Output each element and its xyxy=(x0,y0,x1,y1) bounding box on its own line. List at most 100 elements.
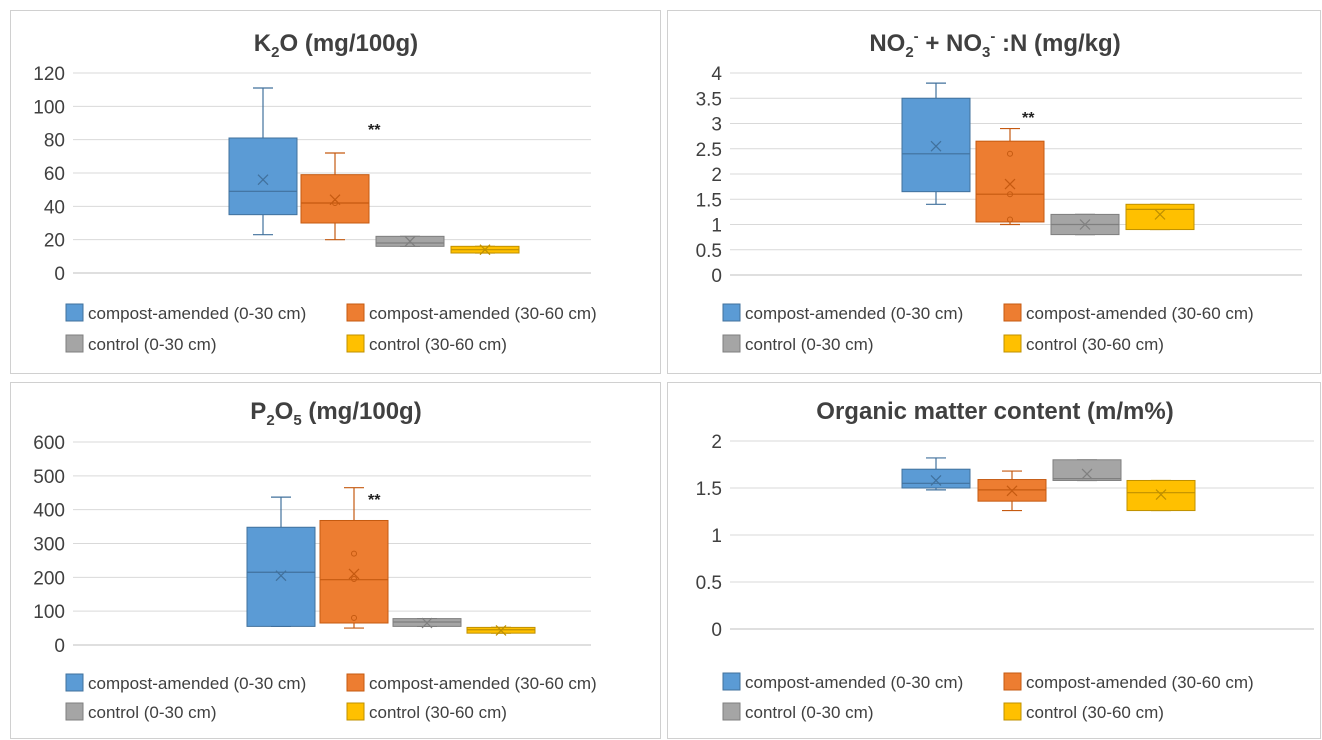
legend-swatch-blue xyxy=(65,303,84,322)
legend-swatch-yellow xyxy=(1003,334,1022,353)
legend-label: compost-amended (30-60 cm) xyxy=(1026,304,1254,323)
y-tick-label: 100 xyxy=(33,97,65,118)
chart-panel-k2o: K2O (mg/100g) 0 20 40 60 80 100 120 ** compost-am… xyxy=(10,10,661,374)
mean-marker xyxy=(479,244,491,256)
y-tick-label: 80 xyxy=(44,131,65,152)
title-subscript: 2 xyxy=(905,44,913,61)
box-blue xyxy=(901,457,971,491)
chart-panel-p2o5: P2O5 (mg/100g) 0 100 200 300 400 500 600 ** compo… xyxy=(10,382,661,739)
box-body xyxy=(228,137,298,216)
box-yellow xyxy=(450,244,520,256)
box-chart-p2o5: P2O5 (mg/100g) 0 100 200 300 400 500 600 ** compo… xyxy=(33,398,597,722)
legend-swatch-yellow xyxy=(346,334,365,353)
title-text: (mg/100g) xyxy=(302,398,422,425)
y-tick-label: 1.5 xyxy=(696,479,722,500)
mean-marker xyxy=(421,617,433,629)
chart-title: NO2- + NO3- :N (mg/kg) xyxy=(869,28,1120,61)
y-tick-label: 0 xyxy=(711,266,722,287)
y-tick-label: 1.5 xyxy=(696,190,722,211)
title-text: NO xyxy=(869,30,905,57)
chart-panel-nitrate-nitrogen: NO2- + NO3- :N (mg/kg) 0 0.5 1 1.5 2 2.5 3 3.5 4 *… xyxy=(667,10,1321,374)
box-chart-organic-matter: Organic matter content (m/m%) 0 0.5 1 1.5 2 co… xyxy=(696,398,1314,722)
legend-swatch-blue xyxy=(722,672,741,691)
legend-label: control (30-60 cm) xyxy=(1026,335,1164,354)
legend-swatch-gray xyxy=(65,334,84,353)
y-tick-label: 100 xyxy=(33,602,65,623)
significance-annotation: ** xyxy=(368,492,381,509)
mean-marker xyxy=(930,140,942,152)
title-superscript: - xyxy=(914,28,919,45)
y-tick-label: 2 xyxy=(711,432,722,453)
title-text: O xyxy=(275,398,294,425)
title-text: + NO xyxy=(919,30,982,57)
legend-label: control (0-30 cm) xyxy=(88,703,216,722)
box-body xyxy=(1126,479,1196,512)
y-tick-label: 120 xyxy=(33,64,65,85)
chart-title: Organic matter content (m/m%) xyxy=(816,398,1173,425)
box-gray xyxy=(375,235,445,247)
y-tick-label: 2 xyxy=(711,165,722,186)
mean-marker xyxy=(1006,485,1018,497)
box-yellow xyxy=(1126,479,1196,512)
box-chart-k2o: K2O (mg/100g) 0 20 40 60 80 100 120 ** compost-am… xyxy=(33,30,597,354)
legend-label: control (30-60 cm) xyxy=(369,335,507,354)
box-orange xyxy=(319,487,389,629)
title-subscript: 2 xyxy=(266,412,274,429)
legend-label: compost-amended (30-60 cm) xyxy=(369,304,597,323)
mean-marker xyxy=(930,475,942,486)
y-tick-label: 1 xyxy=(711,216,722,237)
legend-label: compost-amended (0-30 cm) xyxy=(88,304,306,323)
legend-label: compost-amended (30-60 cm) xyxy=(369,674,597,693)
outlier-point xyxy=(351,614,357,621)
y-tick-label: 200 xyxy=(33,568,65,589)
y-tick-label: 300 xyxy=(33,535,65,556)
chart-title: P2O5 (mg/100g) xyxy=(250,398,421,429)
legend-swatch-yellow xyxy=(1003,702,1022,721)
mean-marker xyxy=(1004,178,1016,190)
legend-swatch-orange xyxy=(1003,303,1022,322)
box-orange xyxy=(300,152,370,241)
legend-label: control (30-60 cm) xyxy=(1026,703,1164,722)
y-tick-label: 0.5 xyxy=(696,241,722,262)
box-body xyxy=(975,140,1045,223)
box-body xyxy=(1125,203,1195,231)
title-subscript: 2 xyxy=(271,44,279,61)
legend-swatch-orange xyxy=(346,673,365,692)
title-subscript: 5 xyxy=(293,412,301,429)
mean-marker xyxy=(1081,468,1093,480)
legend-label: compost-amended (0-30 cm) xyxy=(88,674,306,693)
y-tick-label: 600 xyxy=(33,433,65,454)
title-text: :N (mg/kg) xyxy=(995,30,1120,57)
box-body xyxy=(319,519,389,624)
legend-swatch-gray xyxy=(722,334,741,353)
outlier-point xyxy=(1007,191,1013,198)
outlier-point xyxy=(351,550,357,557)
box-yellow xyxy=(1125,203,1195,231)
y-tick-label: 0 xyxy=(54,636,65,657)
box-body xyxy=(901,468,971,489)
legend-swatch-orange xyxy=(346,303,365,322)
y-tick-label: 3 xyxy=(711,115,722,136)
box-gray xyxy=(1052,459,1122,482)
title-superscript: - xyxy=(990,28,995,45)
mean-marker xyxy=(495,625,507,636)
y-tick-label: 3.5 xyxy=(696,89,722,110)
box-blue xyxy=(901,82,971,205)
box-chart-nitrate-nitrogen: NO2- + NO3- :N (mg/kg)00.511.522.533.54*… xyxy=(696,28,1302,354)
legend-swatch-blue xyxy=(722,303,741,322)
legend-label: control (0-30 cm) xyxy=(745,703,873,722)
outlier-point xyxy=(1007,216,1013,223)
legend-swatch-orange xyxy=(1003,672,1022,691)
significance-annotation: ** xyxy=(368,122,381,139)
box-body xyxy=(246,526,316,627)
box-orange xyxy=(977,470,1047,512)
box-blue xyxy=(228,87,298,236)
significance-annotation: ** xyxy=(1022,110,1035,127)
legend-label: control (0-30 cm) xyxy=(745,335,873,354)
legend-label: compost-amended (30-60 cm) xyxy=(1026,673,1254,692)
box-body xyxy=(1052,459,1122,481)
outlier-point xyxy=(332,200,338,206)
legend-label: compost-amended (0-30 cm) xyxy=(745,673,963,692)
legend-label: control (30-60 cm) xyxy=(369,703,507,722)
title-text: K xyxy=(254,30,272,57)
